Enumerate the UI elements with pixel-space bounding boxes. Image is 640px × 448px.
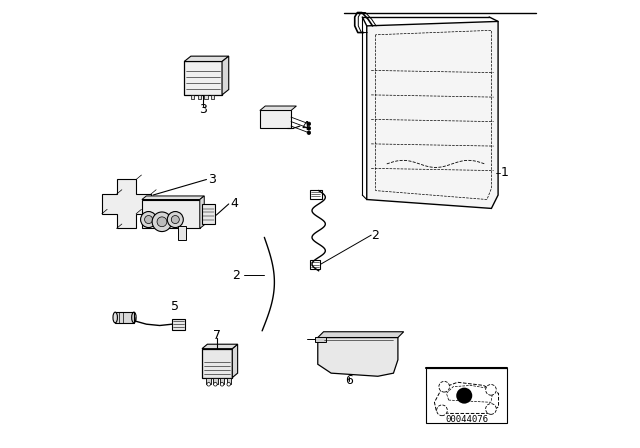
Circle shape [214, 383, 217, 386]
Ellipse shape [113, 312, 117, 323]
Circle shape [486, 384, 496, 395]
Circle shape [172, 215, 179, 224]
Polygon shape [260, 111, 291, 128]
Polygon shape [222, 56, 228, 95]
Circle shape [456, 388, 472, 404]
Circle shape [439, 381, 449, 392]
Circle shape [167, 211, 183, 228]
Polygon shape [202, 349, 232, 378]
Polygon shape [177, 226, 186, 240]
Circle shape [152, 212, 172, 232]
Bar [172, 319, 185, 330]
Text: 5: 5 [171, 300, 179, 313]
Polygon shape [318, 337, 398, 376]
Circle shape [307, 131, 310, 134]
Bar [191, 95, 195, 99]
Bar [115, 312, 134, 323]
Bar [220, 378, 224, 384]
Circle shape [145, 215, 152, 224]
Circle shape [157, 217, 167, 227]
Text: 7: 7 [212, 329, 221, 342]
Polygon shape [260, 106, 296, 111]
Polygon shape [142, 196, 204, 199]
Polygon shape [184, 56, 228, 61]
Polygon shape [367, 22, 498, 208]
Bar [204, 95, 208, 99]
Bar [207, 378, 211, 384]
Text: 3: 3 [199, 103, 207, 116]
Circle shape [220, 383, 224, 386]
Text: 00044076: 00044076 [445, 415, 488, 424]
Bar [315, 336, 326, 342]
Circle shape [207, 383, 211, 386]
Text: 3: 3 [208, 173, 216, 186]
Bar [426, 368, 507, 423]
FancyBboxPatch shape [310, 260, 321, 269]
Bar [213, 378, 218, 384]
Text: 4: 4 [301, 120, 309, 133]
Circle shape [307, 126, 310, 130]
Polygon shape [102, 180, 151, 228]
Bar [227, 378, 231, 384]
Text: 6: 6 [345, 374, 353, 387]
Polygon shape [202, 204, 216, 224]
Polygon shape [142, 199, 200, 228]
Polygon shape [318, 332, 404, 337]
Circle shape [436, 405, 447, 416]
Text: 4: 4 [230, 198, 238, 211]
Text: 2: 2 [371, 228, 379, 241]
Bar [198, 95, 201, 99]
Text: 1: 1 [500, 166, 508, 179]
Circle shape [486, 404, 496, 414]
FancyBboxPatch shape [310, 190, 322, 198]
Circle shape [141, 211, 157, 228]
Circle shape [307, 122, 310, 125]
Polygon shape [184, 61, 222, 95]
Polygon shape [202, 344, 237, 349]
Text: 2: 2 [232, 269, 240, 282]
Bar [211, 95, 214, 99]
Polygon shape [200, 196, 204, 228]
Circle shape [227, 383, 230, 386]
Polygon shape [232, 344, 237, 378]
